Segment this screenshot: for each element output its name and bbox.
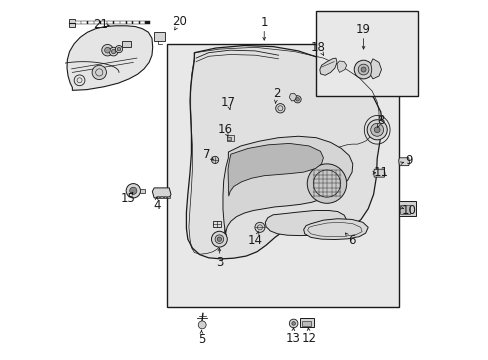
Text: 4: 4	[153, 199, 160, 212]
Bar	[301, 320, 310, 326]
Bar	[227, 137, 230, 140]
Text: 8: 8	[376, 114, 384, 127]
Circle shape	[291, 321, 295, 325]
Bar	[122, 41, 131, 47]
Bar	[163, 196, 166, 198]
Circle shape	[117, 47, 121, 51]
Bar	[300, 318, 314, 327]
Circle shape	[293, 96, 301, 103]
Polygon shape	[227, 143, 323, 196]
Bar	[226, 135, 233, 140]
Bar	[140, 189, 145, 193]
Bar	[167, 44, 398, 307]
Text: 3: 3	[215, 256, 223, 269]
Bar	[398, 201, 415, 216]
Bar	[316, 12, 418, 96]
Text: 20: 20	[172, 15, 187, 28]
Circle shape	[109, 47, 118, 56]
Text: 14: 14	[247, 234, 262, 247]
Bar	[154, 32, 164, 41]
Polygon shape	[336, 61, 346, 72]
Text: 21: 21	[93, 18, 108, 31]
Circle shape	[215, 235, 223, 243]
Text: 15: 15	[120, 192, 135, 205]
Polygon shape	[319, 58, 336, 75]
Circle shape	[115, 45, 122, 53]
Polygon shape	[186, 45, 382, 259]
Bar	[399, 205, 409, 214]
Text: 12: 12	[301, 332, 316, 345]
Polygon shape	[223, 136, 352, 237]
Circle shape	[211, 156, 218, 163]
Circle shape	[289, 319, 297, 328]
Polygon shape	[303, 219, 367, 239]
Polygon shape	[265, 211, 346, 235]
Polygon shape	[398, 158, 408, 166]
Text: 17: 17	[221, 96, 235, 109]
Text: 10: 10	[401, 204, 416, 217]
Text: 9: 9	[405, 154, 412, 167]
Circle shape	[104, 47, 110, 53]
Circle shape	[357, 64, 368, 75]
Circle shape	[373, 127, 379, 133]
Circle shape	[198, 321, 206, 329]
Text: 1: 1	[260, 16, 267, 29]
Circle shape	[92, 65, 106, 80]
Circle shape	[254, 222, 264, 232]
Circle shape	[129, 187, 137, 194]
Bar	[160, 196, 163, 198]
Polygon shape	[370, 59, 381, 79]
Text: 2: 2	[272, 87, 280, 100]
Text: 5: 5	[197, 333, 205, 346]
Text: 16: 16	[217, 123, 232, 136]
Bar	[212, 221, 221, 227]
Circle shape	[306, 164, 346, 203]
Text: 6: 6	[347, 234, 355, 247]
Circle shape	[102, 44, 113, 56]
Circle shape	[295, 98, 299, 101]
Circle shape	[360, 67, 366, 72]
Bar	[156, 196, 159, 198]
Bar	[69, 19, 75, 27]
Text: 18: 18	[310, 41, 325, 54]
Circle shape	[275, 104, 285, 113]
Text: 11: 11	[372, 166, 387, 179]
Circle shape	[353, 60, 372, 79]
Text: 13: 13	[285, 332, 300, 345]
Text: 19: 19	[355, 23, 370, 36]
Polygon shape	[67, 26, 152, 90]
Circle shape	[370, 123, 383, 136]
Circle shape	[211, 231, 227, 247]
Circle shape	[217, 237, 221, 241]
Text: 7: 7	[203, 148, 210, 161]
Circle shape	[111, 49, 116, 54]
Circle shape	[366, 120, 386, 140]
Circle shape	[126, 184, 140, 198]
Polygon shape	[289, 93, 296, 101]
Polygon shape	[152, 188, 171, 198]
Bar	[167, 196, 169, 198]
Polygon shape	[373, 169, 384, 177]
